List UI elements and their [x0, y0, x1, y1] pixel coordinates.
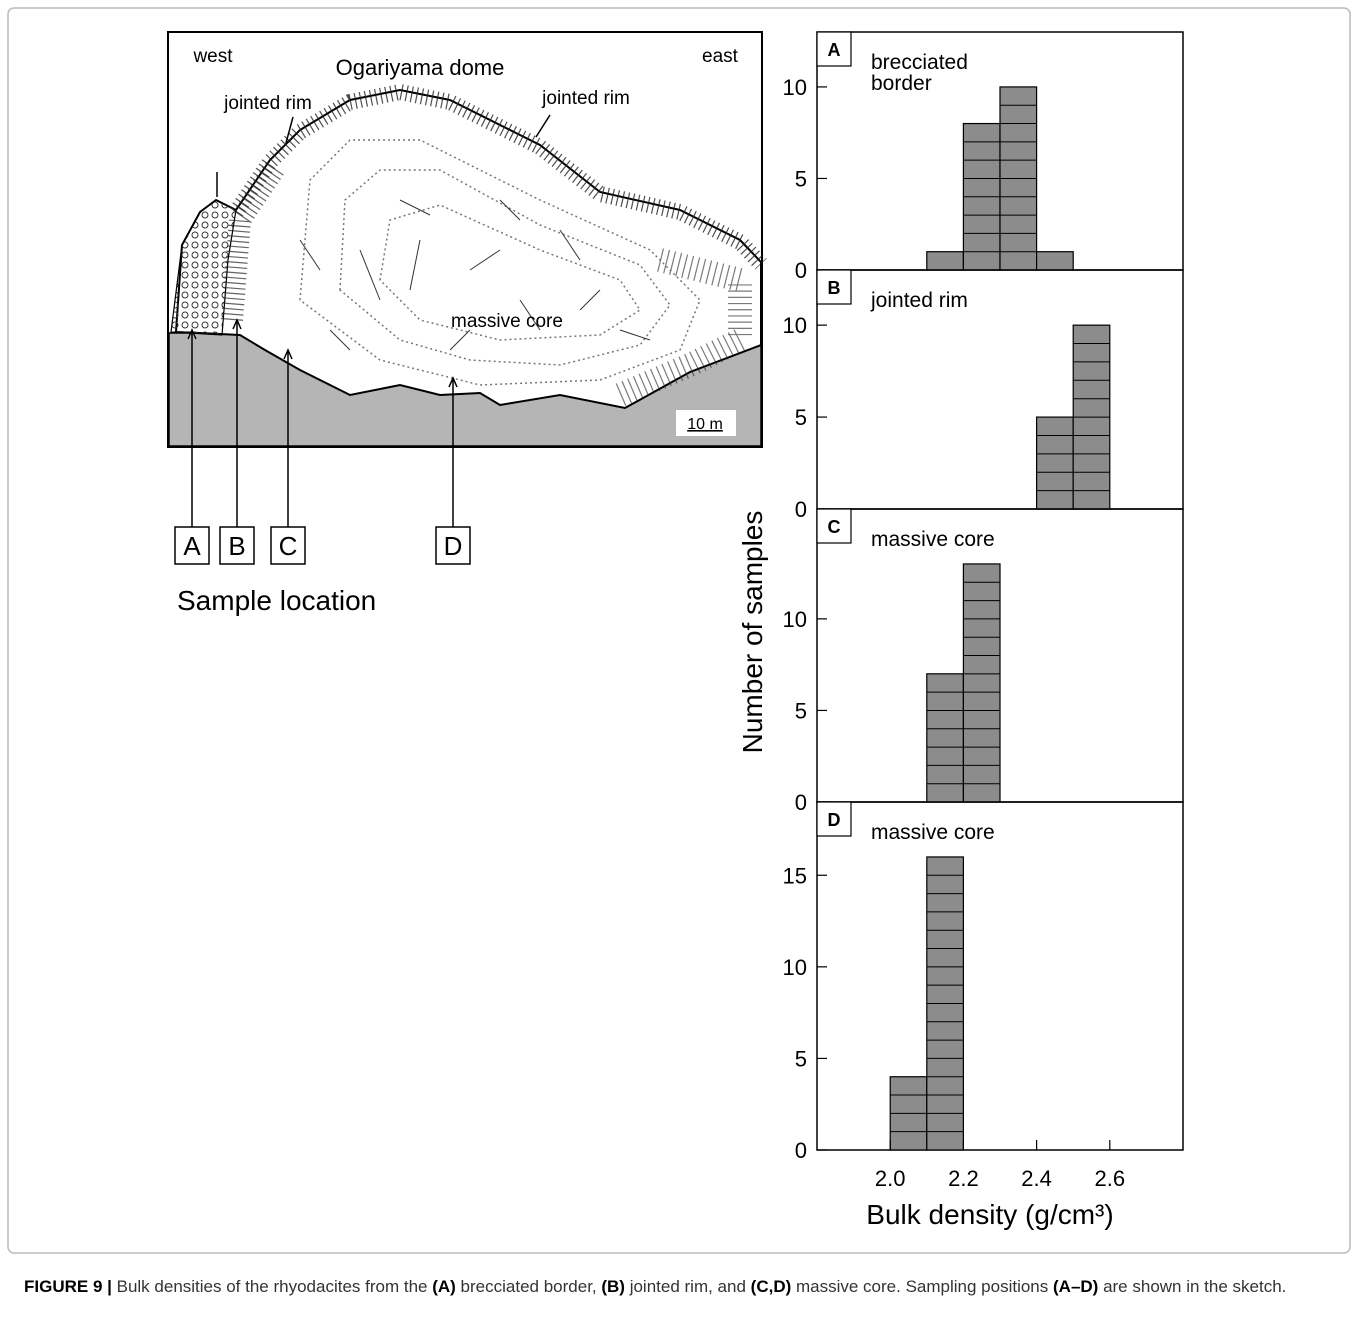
- panel-letter: D: [828, 810, 841, 830]
- caption-text: jointed rim, and: [624, 1277, 751, 1296]
- panel-letter: B: [828, 278, 841, 298]
- caption-label: FIGURE 9 |: [24, 1277, 112, 1296]
- arrowhead: [232, 318, 242, 330]
- y-tick-label: 5: [795, 405, 807, 430]
- sketch-label: jointed rim: [541, 88, 630, 109]
- panel-frame: [816, 801, 1184, 1151]
- x-tick-label: 2.2: [948, 1166, 979, 1191]
- x-axis-label: Bulk density (g/cm³): [866, 1199, 1113, 1230]
- caption-text: are shown in the sketch.: [1098, 1277, 1287, 1296]
- sketch-label: east: [702, 46, 739, 67]
- panel-letter-box: [816, 31, 852, 67]
- location-label: B: [228, 531, 245, 561]
- caption-text: brecciated border,: [455, 1277, 602, 1296]
- locations-title: Sample location: [177, 585, 376, 616]
- caption-text: Bulk densities of the rhyodacites from t…: [111, 1277, 433, 1296]
- y-tick-label: 10: [783, 607, 807, 632]
- caption: FIGURE 9 | Bulk densities of the rhyodac…: [24, 1275, 1314, 1299]
- y-tick-label: 0: [795, 258, 807, 283]
- bar: [1035, 251, 1074, 271]
- location-box: [174, 526, 210, 565]
- contour: [379, 204, 642, 341]
- sketch-title: Ogariyama dome: [336, 55, 505, 80]
- arrowhead: [283, 348, 293, 360]
- location-label: C: [279, 531, 298, 561]
- x-tick-label: 2.4: [1021, 1166, 1052, 1191]
- scale-label: 10 m: [687, 416, 723, 433]
- joints: [299, 199, 651, 351]
- rim-hatching: [615, 248, 752, 407]
- y-tick-label: 0: [795, 497, 807, 522]
- rim-hatching: [229, 83, 767, 270]
- y-tick-label: 5: [795, 1046, 807, 1071]
- frame: [7, 7, 1351, 1254]
- panel-title: jointed rim: [871, 289, 968, 312]
- y-tick-label: 5: [795, 166, 807, 191]
- panel-letter-box: [816, 801, 852, 837]
- caption-ref: (A–D): [1053, 1277, 1099, 1296]
- y-tick-label: 15: [783, 863, 807, 888]
- location-box: [435, 526, 471, 565]
- sketch-label: jointed rim: [223, 93, 312, 114]
- panel-letter-box: [816, 508, 852, 544]
- scale-box: [676, 410, 736, 436]
- x-tick-label: 2.6: [1095, 1166, 1126, 1191]
- bar: [926, 251, 964, 271]
- y-tick-label: 10: [783, 75, 807, 100]
- caption-ref: (A): [432, 1277, 456, 1296]
- panel-title: massive core: [871, 528, 995, 551]
- bar: [926, 673, 964, 803]
- caption-text: massive core. Sampling positions: [791, 1277, 1053, 1296]
- caption-ref: (C,D): [750, 1277, 792, 1296]
- sketch: west east Ogariyama dome jointed rim joi…: [167, 31, 767, 616]
- panel-letter: C: [828, 517, 841, 537]
- arrowhead: [187, 328, 197, 340]
- sketch-label: west: [192, 46, 233, 67]
- arrow: [535, 114, 551, 138]
- panel-letter: A: [828, 40, 841, 60]
- location-label: D: [444, 531, 463, 561]
- bar: [962, 563, 1001, 803]
- location-label: A: [183, 531, 201, 561]
- breccia: [170, 199, 237, 336]
- panel-title: brecciated border: [871, 51, 968, 95]
- bar: [1035, 416, 1074, 510]
- arrow: [285, 116, 294, 144]
- x-tick-label: 2.0: [875, 1166, 906, 1191]
- y-axis-label: Number of samples: [737, 511, 768, 754]
- location-box: [219, 526, 255, 565]
- y-tick-label: 10: [783, 955, 807, 980]
- location-box: [270, 526, 306, 565]
- panel-title: massive core: [871, 821, 995, 844]
- y-tick-label: 0: [795, 790, 807, 815]
- figure: west east Ogariyama dome jointed rim joi…: [7, 7, 1351, 1254]
- sketch-label: massive core: [451, 311, 563, 332]
- arrowhead: [448, 376, 458, 388]
- caption-ref: (B): [601, 1277, 625, 1296]
- y-tick-label: 5: [795, 698, 807, 723]
- panel-letter-box: [816, 269, 852, 305]
- y-tick-label: 0: [795, 1138, 807, 1163]
- y-tick-label: 10: [783, 313, 807, 338]
